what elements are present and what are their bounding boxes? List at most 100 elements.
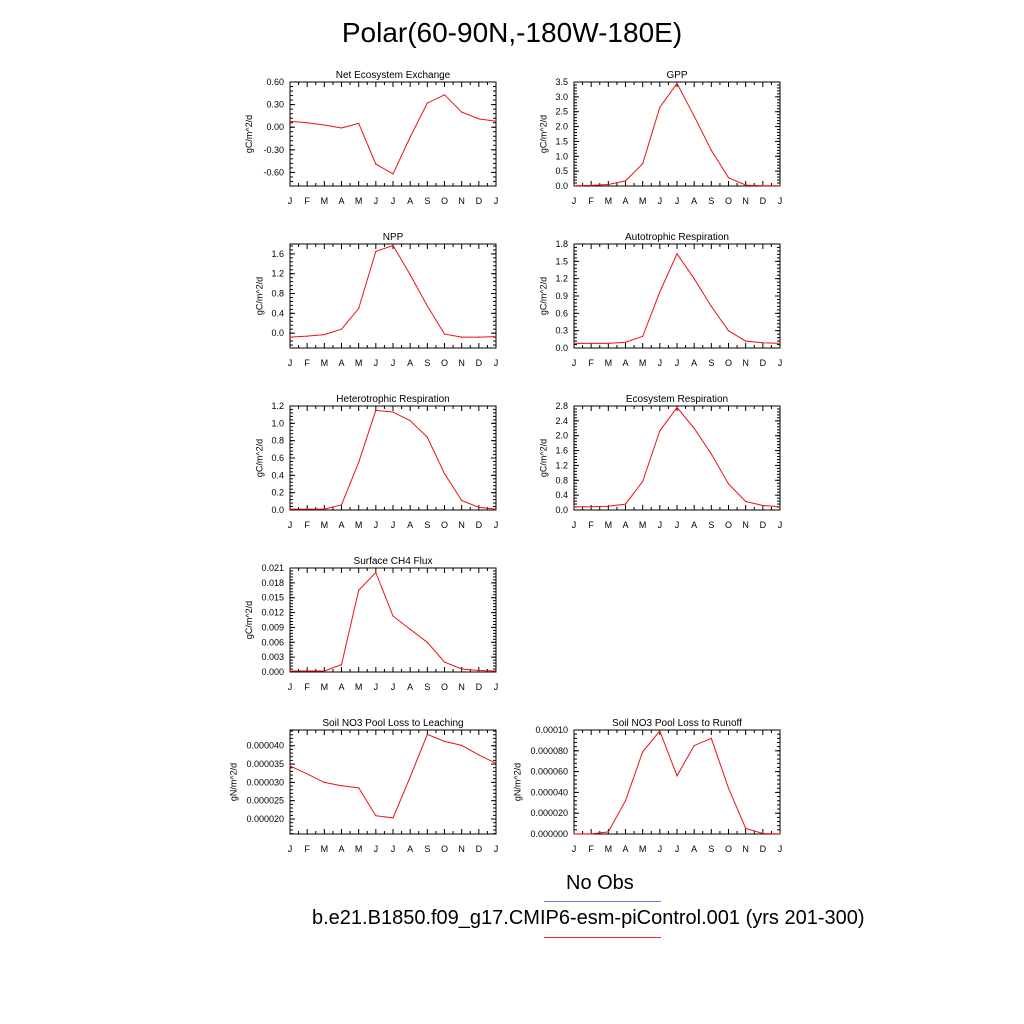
panel-title: Net Ecosystem Exchange bbox=[336, 70, 451, 81]
x-tick-label: O bbox=[441, 844, 448, 854]
y-tick-label: 1.2 bbox=[555, 274, 568, 284]
data-point bbox=[727, 330, 730, 332]
x-tick-label: D bbox=[476, 844, 483, 854]
data-point bbox=[590, 184, 592, 187]
y-tick-label: 0.3 bbox=[555, 326, 568, 336]
data-point bbox=[727, 483, 730, 485]
x-tick-label: M bbox=[639, 358, 647, 368]
data-point bbox=[340, 785, 343, 787]
data-point bbox=[323, 781, 325, 783]
x-tick-label: J bbox=[288, 844, 293, 854]
data-point bbox=[443, 333, 446, 335]
data-point bbox=[762, 504, 764, 507]
y-tick-label: 0.8 bbox=[555, 475, 568, 485]
data-point bbox=[323, 124, 325, 126]
y-axis-label: gC/m^2/d bbox=[244, 115, 254, 153]
legend-obs-label: No Obs bbox=[566, 872, 634, 894]
y-tick-label: 0.000 bbox=[261, 667, 284, 677]
y-tick-label: 0.00 bbox=[266, 122, 284, 132]
data-point bbox=[340, 663, 343, 666]
data-point bbox=[779, 506, 781, 508]
x-tick-label: N bbox=[458, 358, 465, 368]
data-point bbox=[426, 436, 428, 438]
data-point bbox=[710, 305, 712, 307]
y-tick-label: -0.60 bbox=[263, 167, 284, 177]
data-point bbox=[710, 453, 712, 455]
y-tick-label: 1.2 bbox=[555, 460, 568, 470]
data-point bbox=[762, 185, 764, 187]
x-tick-label: M bbox=[639, 520, 647, 530]
x-tick-label: J bbox=[675, 844, 680, 854]
series-line bbox=[289, 94, 497, 175]
x-tick-label: A bbox=[407, 844, 413, 854]
y-tick-label: 0.000020 bbox=[246, 814, 284, 824]
x-tick-label: S bbox=[424, 844, 430, 854]
series-line bbox=[573, 82, 780, 187]
x-tick-label: D bbox=[476, 682, 483, 692]
x-tick-label: M bbox=[321, 196, 329, 206]
x-tick-label: M bbox=[605, 358, 613, 368]
data-point bbox=[573, 506, 575, 508]
y-axis-label: gC/m^2/d bbox=[538, 277, 548, 315]
x-tick-label: F bbox=[588, 358, 594, 368]
x-tick-label: J bbox=[778, 358, 783, 368]
x-tick-label: J bbox=[374, 682, 379, 692]
data-point bbox=[745, 827, 747, 829]
panel-title: Soil NO3 Pool Loss to Runoff bbox=[612, 718, 742, 729]
x-tick-label: M bbox=[605, 844, 613, 854]
data-point bbox=[762, 832, 764, 835]
y-tick-label: 0.000020 bbox=[530, 808, 568, 818]
y-tick-label: 0.009 bbox=[261, 622, 284, 632]
x-tick-label: F bbox=[304, 358, 310, 368]
y-tick-label: 0.0 bbox=[271, 505, 284, 515]
data-point bbox=[495, 508, 497, 510]
y-tick-label: 0.006 bbox=[261, 637, 284, 647]
data-point bbox=[590, 342, 592, 344]
x-tick-label: J bbox=[675, 520, 680, 530]
data-point bbox=[693, 427, 695, 429]
x-tick-label: M bbox=[355, 682, 363, 692]
y-tick-label: 0.000000 bbox=[530, 829, 568, 839]
y-tick-label: 0.000060 bbox=[530, 767, 568, 777]
y-tick-label: 0.8 bbox=[271, 436, 284, 446]
y-tick-label: 2.0 bbox=[555, 431, 568, 441]
y-tick-label: 0.000035 bbox=[246, 759, 284, 769]
x-tick-label: A bbox=[338, 682, 344, 692]
x-tick-label: A bbox=[691, 196, 697, 206]
series-line bbox=[289, 244, 497, 338]
x-tick-label: J bbox=[288, 358, 293, 368]
x-tick-label: A bbox=[622, 358, 628, 368]
data-point bbox=[306, 122, 308, 124]
data-point bbox=[323, 508, 325, 510]
x-tick-label: N bbox=[742, 358, 749, 368]
data-point bbox=[624, 180, 627, 182]
x-tick-label: J bbox=[658, 844, 663, 854]
data-point bbox=[461, 744, 463, 746]
y-tick-label: 0.0 bbox=[555, 505, 568, 515]
data-point bbox=[693, 115, 695, 117]
x-tick-label: D bbox=[760, 844, 767, 854]
y-tick-label: 0.00010 bbox=[535, 725, 568, 735]
data-point bbox=[607, 183, 609, 186]
data-point bbox=[443, 94, 446, 96]
data-point bbox=[642, 480, 644, 482]
data-point bbox=[409, 274, 411, 276]
data-point bbox=[573, 185, 575, 187]
data-point bbox=[340, 127, 343, 129]
x-tick-label: A bbox=[407, 682, 413, 692]
series-line bbox=[574, 406, 781, 508]
y-tick-label: 0.2 bbox=[271, 488, 284, 498]
y-tick-label: 0.000080 bbox=[530, 746, 568, 756]
x-tick-label: D bbox=[760, 520, 767, 530]
data-point bbox=[573, 342, 575, 344]
y-tick-label: 3.0 bbox=[555, 92, 568, 102]
plot-frame bbox=[289, 81, 497, 187]
legend-obs-line bbox=[544, 901, 661, 902]
x-tick-label: M bbox=[321, 682, 329, 692]
x-tick-label: A bbox=[407, 520, 413, 530]
x-tick-label: F bbox=[304, 196, 310, 206]
x-tick-label: J bbox=[288, 682, 293, 692]
data-point bbox=[443, 740, 446, 742]
series-line bbox=[290, 571, 497, 672]
